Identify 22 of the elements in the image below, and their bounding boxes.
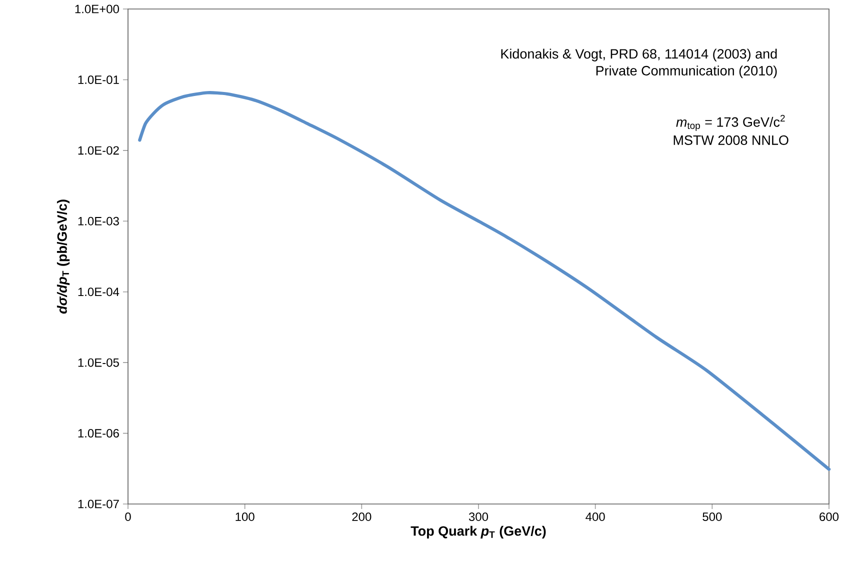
x-tick-label: 600 (820, 512, 839, 522)
y-tick-label: 1.0E-07 (78, 500, 119, 508)
annotation: Private Communication (2010) (596, 66, 777, 78)
x-tick-label: 400 (586, 512, 605, 522)
y-axis-title: dσ/dp$_{T}$ (pb/GeV/c) (56, 200, 70, 314)
x-tick-label: 100 (236, 512, 254, 522)
y-tick-label: 1.0E-02 (78, 146, 119, 155)
y-tick-label: 1.0E+00 (75, 4, 119, 14)
x-tick-label: 300 (468, 512, 488, 522)
annotation: Kidonakis & Vogt, PRD 68, 114014 (2003) and (501, 48, 777, 62)
annotation: m$_{top}$ = 173 GeV/c$^{2}$ (676, 114, 785, 131)
y-tick-label: 1.0E-06 (78, 429, 119, 438)
line-series (138, 91, 831, 471)
y-tick-label: 1.0E-04 (78, 288, 120, 296)
x-tick-label: 500 (702, 512, 722, 522)
x-axis-title: Top Quark p$_{T}$ (GeV/c) (410, 526, 546, 538)
y-tick-label: 1.0E-05 (78, 358, 119, 367)
y-tick-label: 1.0E-03 (78, 216, 119, 226)
x-tick-label: 200 (352, 512, 372, 522)
y-tick-label: 1.0E-01 (78, 75, 119, 84)
x-tick-label: 0 (125, 512, 131, 522)
annotation: MSTW 2008 NNLO (674, 135, 788, 145)
